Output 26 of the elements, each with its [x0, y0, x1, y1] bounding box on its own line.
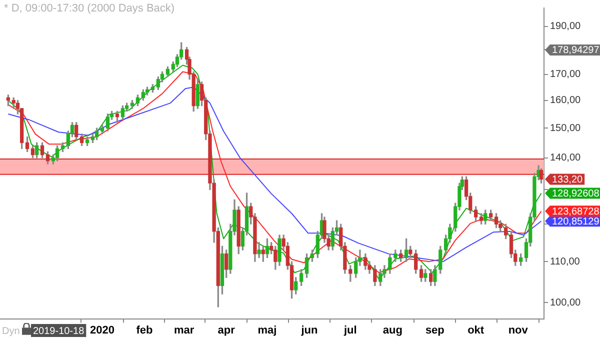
x-tick-label: aug [382, 324, 402, 336]
y-tick-label: 150,00 [550, 122, 582, 134]
text: 2019-10-18 [33, 326, 85, 337]
x-tick-label: mar [174, 324, 195, 336]
x-tick-label: sep [425, 324, 445, 336]
x-tick-label: okt [468, 324, 484, 336]
y-tick-label: 110,00 [550, 256, 580, 268]
data-label: 128,92608 [552, 188, 600, 200]
y-tick-label: 100,00 [550, 297, 582, 308]
x-tick-label: apr [218, 324, 236, 336]
x-tick-label: nov [508, 324, 529, 336]
x-tick-label: jul [342, 324, 357, 336]
y-tick-label: 170,00 [550, 69, 582, 80]
y-tick-label: 190,00 [550, 21, 582, 32]
data-label: 123,68728 [552, 206, 600, 218]
chart-title: * D, 09:00-17:30 (2000 Days Back) [4, 2, 175, 15]
text: 178,94297 [552, 45, 600, 56]
y-tick-label: 160,00 [550, 95, 582, 106]
x-tick-label: 2020 [90, 324, 114, 336]
text: 133,20 [552, 174, 583, 186]
x-tick-label: maj [258, 324, 277, 336]
y-tick-label: 140,00 [550, 152, 582, 164]
x-tick-label: feb [136, 324, 154, 336]
x-tick-label: jun [300, 324, 318, 336]
text: Dyn [2, 326, 20, 337]
data-label: 120,85129 [552, 216, 600, 228]
